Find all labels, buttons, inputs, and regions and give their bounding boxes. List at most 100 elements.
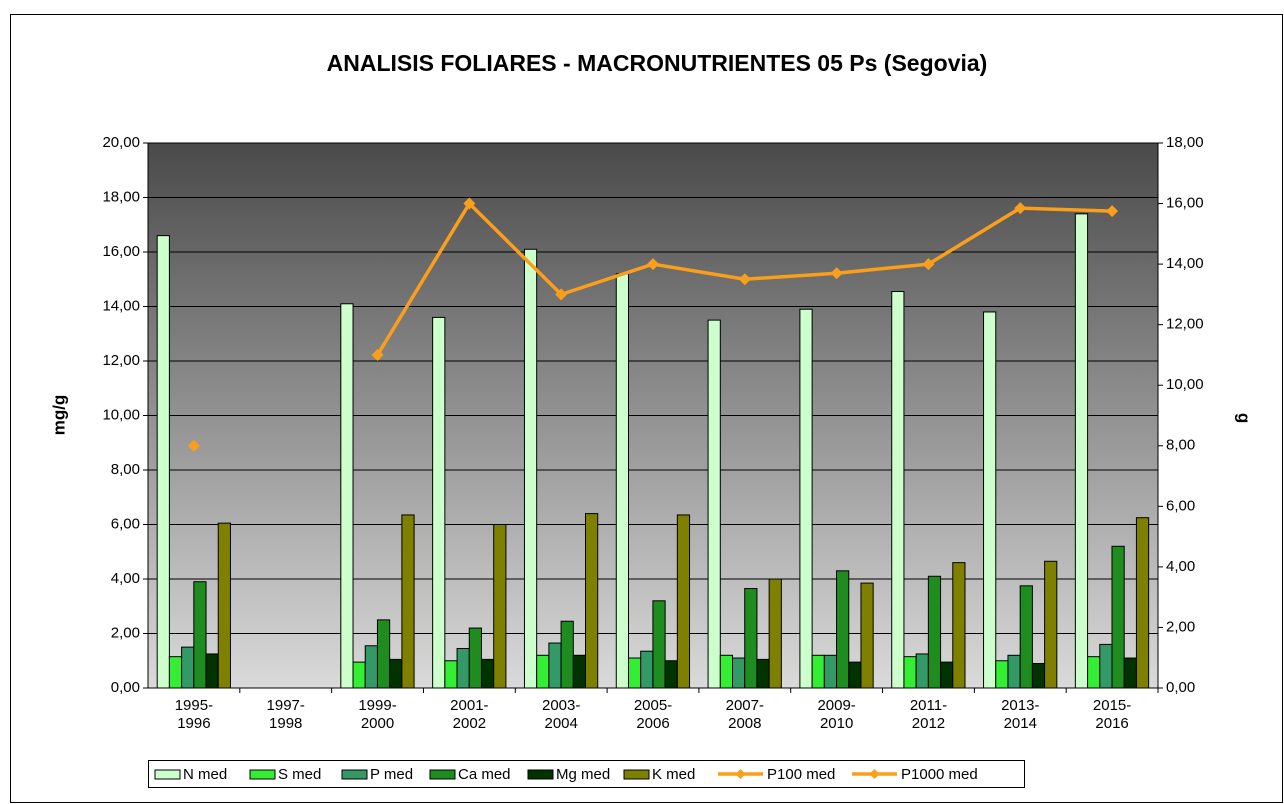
legend-marker [735, 769, 746, 779]
legend-swatch [341, 769, 368, 780]
bar [707, 319, 721, 689]
marker [647, 258, 659, 271]
bar [903, 656, 917, 689]
y2-tick-label: 2,00 [1166, 618, 1195, 635]
bar [732, 657, 746, 689]
bar [848, 661, 862, 689]
legend-swatch [154, 769, 181, 780]
bar [811, 654, 825, 689]
bar [640, 650, 654, 689]
bar [1007, 654, 1021, 689]
marker [371, 348, 384, 361]
bar [1123, 657, 1137, 689]
legend-label: S med [278, 766, 321, 783]
bar [1099, 643, 1113, 689]
bar [389, 658, 403, 689]
bar [676, 514, 691, 689]
bar [548, 642, 562, 689]
bar [572, 654, 587, 689]
x-tick-label: 2009-2010 [817, 697, 856, 732]
y2-tick-label: 0,00 [1166, 679, 1195, 696]
y-tick-label: 16,00 [102, 243, 140, 260]
bar [860, 582, 874, 689]
bar [891, 291, 905, 689]
bar [915, 653, 929, 689]
x-tick-label: 1995-1996 [174, 697, 214, 732]
bar [952, 562, 966, 689]
bar [1135, 517, 1150, 689]
bar [983, 311, 997, 689]
x-tick-label: 2005-2006 [633, 697, 673, 732]
bar [560, 620, 574, 689]
x-tick-label: 2011-2012 [909, 697, 948, 732]
x-tick-label: 2013-2014 [1001, 697, 1040, 732]
bar [340, 303, 354, 689]
bar [468, 627, 482, 689]
bar [156, 235, 170, 689]
legend-label: Ca med [458, 766, 511, 783]
legend-label: N med [183, 766, 227, 783]
bar [1044, 560, 1058, 689]
y-tick-label: 8,00 [111, 461, 140, 478]
bar [1111, 545, 1125, 689]
y2-tick-label: 16,00 [1166, 195, 1204, 212]
bar [456, 647, 470, 689]
y2-tick-label: 10,00 [1166, 376, 1204, 393]
bar [836, 570, 850, 689]
bar [444, 660, 458, 689]
legend-swatch [249, 769, 276, 780]
x-tick-label: 2007-2008 [725, 697, 764, 732]
bar [799, 308, 813, 689]
marker [830, 267, 843, 280]
y-tick-label: 4,00 [111, 570, 140, 587]
legend-swatch [527, 769, 554, 780]
bar [719, 654, 734, 689]
bar [523, 248, 538, 689]
bar [376, 619, 391, 689]
y-tick-label: 0,00 [111, 679, 140, 696]
bar [193, 581, 207, 689]
legend-marker [869, 769, 880, 779]
bar [652, 600, 666, 689]
bar [768, 578, 782, 689]
y-tick-label: 6,00 [111, 515, 140, 532]
y-tick-label: 18,00 [102, 188, 140, 205]
bar [181, 646, 195, 689]
bar [480, 658, 495, 689]
bar [1074, 213, 1089, 689]
y-axis-title: mg/g [49, 395, 68, 436]
y-tick-label: 12,00 [102, 352, 140, 369]
y-tick-label: 2,00 [111, 624, 140, 641]
x-tick-label: 2015-2016 [1092, 697, 1132, 732]
bar [168, 656, 183, 689]
marker [1106, 205, 1119, 218]
bar [995, 660, 1009, 689]
x-tick-label: 1997-1998 [266, 697, 305, 732]
bar [493, 524, 507, 689]
bar [927, 575, 942, 689]
bar [1019, 585, 1033, 689]
y2-tick-label: 18,00 [1166, 134, 1204, 151]
legend-swatch [429, 769, 456, 780]
bar [664, 660, 678, 689]
bar [205, 653, 219, 689]
bar [401, 514, 415, 689]
y2-tick-label: 4,00 [1166, 558, 1195, 575]
bar [615, 273, 629, 689]
marker [738, 273, 751, 286]
bar [432, 316, 446, 689]
chart-title: ANALISIS FOLIARES - MACRONUTRIENTES 05 P… [327, 50, 988, 76]
bar [364, 645, 378, 689]
legend-label: P1000 med [901, 766, 978, 783]
bar [940, 661, 954, 689]
legend-swatch [623, 769, 650, 780]
y2-tick-label: 14,00 [1166, 255, 1204, 272]
marker [1014, 202, 1027, 215]
marker [463, 197, 476, 210]
x-tick-label: 1999-2000 [358, 697, 397, 732]
legend-label: K med [652, 766, 695, 783]
y-tick-label: 14,00 [102, 297, 140, 314]
marker [555, 288, 568, 301]
